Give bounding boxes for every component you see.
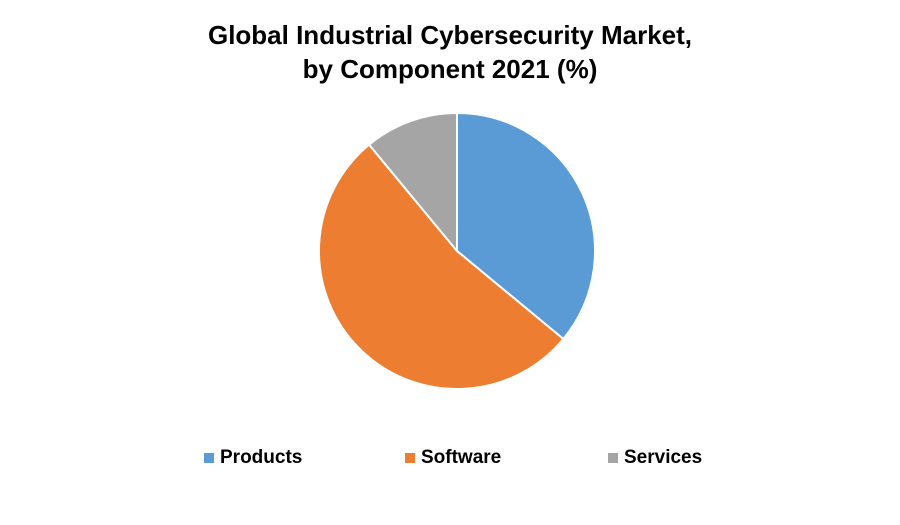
legend-swatch-software xyxy=(405,453,415,463)
legend-label-software: Software xyxy=(421,447,502,468)
chart-title: Global Industrial Cybersecurity Market, … xyxy=(0,18,900,86)
legend-swatch-products xyxy=(204,453,214,463)
pie-slice-services xyxy=(367,111,458,254)
legend-swatch-services xyxy=(608,453,618,463)
legend-item-software: Software xyxy=(405,447,501,469)
legend-item-services: Services xyxy=(608,447,702,469)
legend-label-products: Products xyxy=(220,447,303,468)
pie-slice-products xyxy=(456,111,596,341)
legend-item-products: Products xyxy=(204,447,302,469)
legend: Products Software Services xyxy=(0,447,900,473)
legend-label-services: Services xyxy=(624,447,703,468)
chart-title-line-2: by Component 2021 (%) xyxy=(302,54,598,84)
chart-title-line-1: Global Industrial Cybersecurity Market, xyxy=(207,20,693,50)
pie-slice-software xyxy=(318,143,565,390)
